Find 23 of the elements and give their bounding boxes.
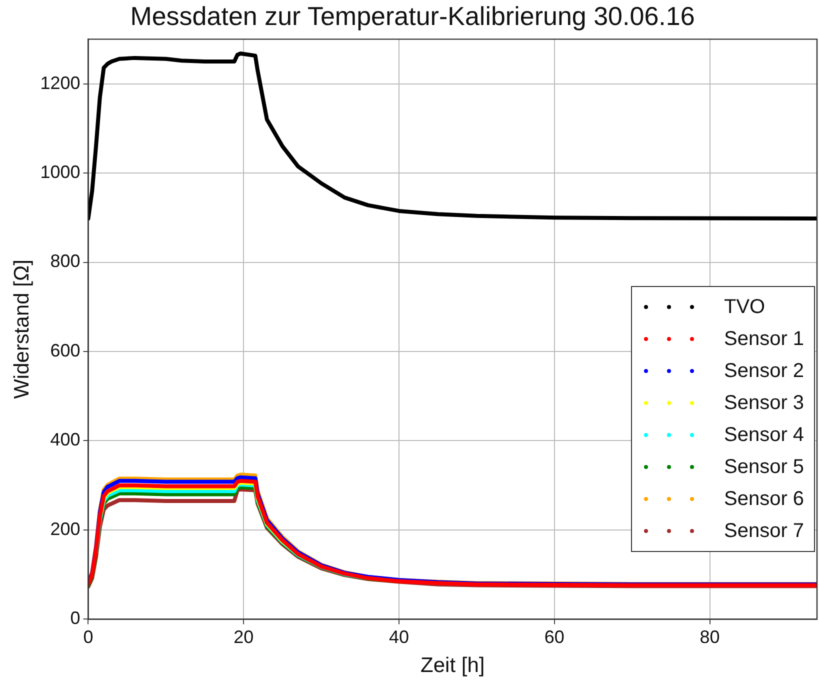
legend-label: Sensor 4	[724, 424, 804, 447]
x-tick-label: 60	[544, 626, 564, 647]
y-tick-label: 400	[50, 430, 80, 450]
y-axis-title: Widerstand [Ω]	[10, 259, 34, 399]
x-axis-title: Zeit [h]	[420, 654, 485, 678]
legend-label: Sensor 1	[724, 328, 804, 351]
legend-label: TVO	[724, 296, 766, 319]
chart-title: Messdaten zur Temperatur-Kalibrierung 30.06.16	[130, 0, 695, 31]
legend-label: Sensor 5	[724, 456, 804, 479]
x-tick-label: 80	[700, 626, 720, 647]
legend-label: Sensor 2	[724, 360, 804, 383]
x-tick-label: 40	[389, 626, 410, 647]
y-tick-label: 0	[70, 608, 80, 628]
y-tick-label: 600	[50, 340, 80, 360]
x-tick-label: 0	[83, 626, 94, 647]
legend-label: Sensor 3	[724, 392, 804, 415]
y-tick-label: 200	[50, 518, 80, 539]
y-tick-label: 1000	[40, 162, 80, 182]
legend-label: Sensor 6	[724, 488, 804, 511]
y-tick-label: 1200	[40, 72, 80, 93]
legend-label: Sensor 7	[724, 520, 804, 543]
x-tick-label: 20	[234, 626, 254, 647]
y-tick-label: 800	[50, 251, 80, 272]
